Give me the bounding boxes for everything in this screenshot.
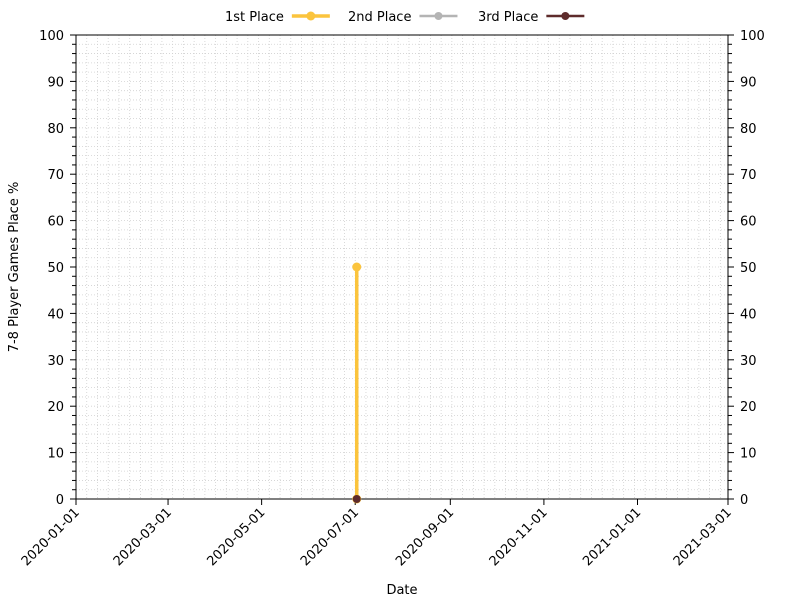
y-tick-label-left: 60: [47, 215, 64, 230]
legend-marker-1: [306, 11, 316, 21]
x-tick-label: 2020-05-01: [204, 505, 268, 569]
x-tick-label: 2020-09-01: [393, 505, 457, 569]
y-tick-label-right: 40: [740, 307, 757, 322]
x-tick-label: 2020-03-01: [111, 505, 175, 569]
y-tick-label-left: 80: [47, 122, 64, 137]
y-tick-label-right: 20: [740, 400, 757, 415]
y-tick-label-left: 100: [39, 29, 64, 44]
x-tick-label: 2021-01-01: [580, 505, 644, 569]
legend-marker-2: [434, 12, 443, 20]
y-tick-label-right: 60: [740, 215, 757, 230]
y-tick-label-left: 20: [47, 400, 64, 415]
x-tick-label: 2020-07-01: [298, 505, 362, 569]
axis-ticks: 0 0 10 10 20 20 30 30 40 40 50 50 60 60 70 70 80 80 90 90 10…: [19, 29, 765, 569]
data-point-series-3: [352, 495, 361, 503]
y-tick-label-right: 0: [740, 493, 748, 508]
legend-label-1: 1st Place: [225, 10, 284, 25]
y-tick-label-left: 90: [47, 75, 64, 90]
legend-label-2: 2nd Place: [348, 10, 411, 25]
x-tick-label: 2020-01-01: [19, 505, 83, 569]
legend-label-3: 3rd Place: [478, 10, 538, 25]
y-tick-label-left: 30: [47, 354, 64, 369]
y-tick-label-left: 0: [56, 493, 64, 508]
y-tick-label-right: 50: [740, 261, 757, 276]
series-layer: [352, 262, 362, 504]
y-tick-label-left: 70: [47, 168, 64, 183]
y-tick-label-right: 100: [740, 29, 765, 44]
y-tick-label-right: 90: [740, 75, 757, 90]
x-tick-label: 2021-03-01: [671, 505, 735, 569]
x-axis-label: Date: [386, 583, 417, 598]
x-tick-label: 2020-11-01: [487, 505, 551, 569]
y-axis-label: 7-8 Player Games Place %: [7, 182, 22, 353]
legend: 1st Place 2nd Place 3rd Place: [225, 10, 585, 25]
data-point-series-1: [352, 262, 362, 272]
grid: [76, 35, 728, 499]
y-tick-label-left: 40: [47, 307, 64, 322]
y-tick-label-right: 80: [740, 122, 757, 137]
y-tick-label-left: 10: [47, 447, 64, 462]
y-tick-label-right: 30: [740, 354, 757, 369]
y-tick-label-right: 70: [740, 168, 757, 183]
y-tick-label-left: 50: [47, 261, 64, 276]
plot-frame: [75, 34, 729, 500]
y-tick-label-right: 10: [740, 447, 757, 462]
legend-marker-3: [561, 12, 570, 20]
